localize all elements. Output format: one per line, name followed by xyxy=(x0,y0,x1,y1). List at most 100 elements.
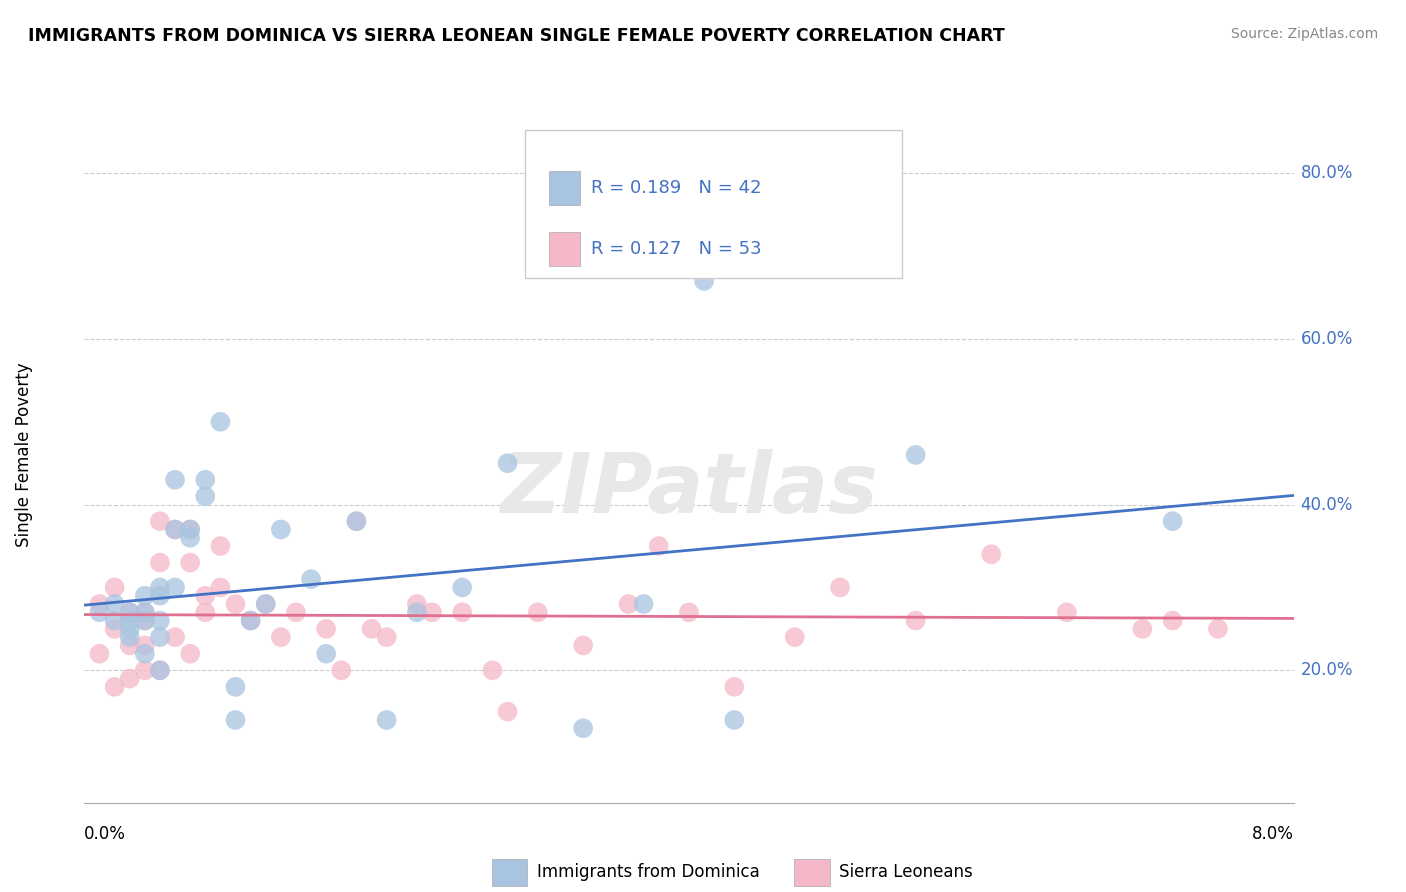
Point xyxy=(315,647,337,661)
Point xyxy=(194,473,217,487)
Point xyxy=(149,514,172,528)
Point xyxy=(723,713,745,727)
Point xyxy=(89,647,111,661)
Point xyxy=(134,589,156,603)
Point xyxy=(165,581,187,595)
Point xyxy=(420,605,443,619)
Text: Immigrants from Dominica: Immigrants from Dominica xyxy=(537,863,759,881)
Point xyxy=(118,622,141,636)
Point xyxy=(270,523,292,537)
Point xyxy=(1161,614,1184,628)
Point xyxy=(346,514,368,528)
Point xyxy=(179,531,201,545)
Point xyxy=(1056,605,1078,619)
Point xyxy=(209,539,232,553)
Point xyxy=(149,663,172,677)
Point xyxy=(118,630,141,644)
Point xyxy=(451,581,474,595)
Point xyxy=(134,605,156,619)
Point xyxy=(527,605,550,619)
Point xyxy=(904,448,927,462)
Point xyxy=(678,605,700,619)
Point xyxy=(1132,622,1154,636)
Text: R = 0.127   N = 53: R = 0.127 N = 53 xyxy=(591,240,762,258)
Point xyxy=(360,622,382,636)
Point xyxy=(179,523,201,537)
Point xyxy=(149,663,172,677)
Point xyxy=(375,630,398,644)
Point xyxy=(89,605,111,619)
Point xyxy=(134,614,156,628)
Point xyxy=(617,597,640,611)
Text: Source: ZipAtlas.com: Source: ZipAtlas.com xyxy=(1230,27,1378,41)
Point xyxy=(225,713,247,727)
Point xyxy=(225,680,247,694)
Point xyxy=(572,721,595,735)
Point xyxy=(89,597,111,611)
Point xyxy=(179,556,201,570)
Point xyxy=(209,581,232,595)
Text: R = 0.189   N = 42: R = 0.189 N = 42 xyxy=(591,178,761,197)
Point xyxy=(134,614,156,628)
Point xyxy=(239,614,262,628)
Text: IMMIGRANTS FROM DOMINICA VS SIERRA LEONEAN SINGLE FEMALE POVERTY CORRELATION CHA: IMMIGRANTS FROM DOMINICA VS SIERRA LEONE… xyxy=(28,27,1005,45)
Point xyxy=(239,614,262,628)
Point xyxy=(149,581,172,595)
Point xyxy=(104,622,127,636)
Point xyxy=(179,647,201,661)
Point xyxy=(118,614,141,628)
Point xyxy=(104,680,127,694)
Point xyxy=(225,597,247,611)
Point xyxy=(165,473,187,487)
Point xyxy=(270,630,292,644)
Point xyxy=(134,663,156,677)
Text: Sierra Leoneans: Sierra Leoneans xyxy=(839,863,973,881)
Point xyxy=(118,605,141,619)
Point xyxy=(1206,622,1229,636)
Text: 80.0%: 80.0% xyxy=(1301,164,1353,182)
Point xyxy=(194,489,217,503)
Point xyxy=(647,539,671,553)
Text: Single Female Poverty: Single Female Poverty xyxy=(15,363,32,547)
Point xyxy=(723,680,745,694)
Text: 60.0%: 60.0% xyxy=(1301,330,1353,348)
Point xyxy=(165,523,187,537)
Point xyxy=(330,663,353,677)
Point xyxy=(254,597,277,611)
Point xyxy=(693,274,716,288)
Point xyxy=(134,647,156,661)
Text: 8.0%: 8.0% xyxy=(1251,825,1294,843)
Point xyxy=(980,547,1002,561)
Point xyxy=(375,713,398,727)
Point xyxy=(118,605,141,619)
Text: 20.0%: 20.0% xyxy=(1301,661,1353,680)
Point xyxy=(104,597,127,611)
Point xyxy=(572,639,595,653)
Point xyxy=(406,597,429,611)
Point xyxy=(451,605,474,619)
Point xyxy=(284,605,308,619)
Text: 40.0%: 40.0% xyxy=(1301,496,1353,514)
Point xyxy=(1161,514,1184,528)
Point xyxy=(165,523,187,537)
Point xyxy=(346,514,368,528)
Text: 0.0%: 0.0% xyxy=(84,825,127,843)
Point xyxy=(406,605,429,619)
Point xyxy=(830,581,852,595)
Point xyxy=(633,597,655,611)
Point xyxy=(149,589,172,603)
Point xyxy=(481,663,503,677)
Point xyxy=(104,581,127,595)
Point xyxy=(496,456,519,470)
Point xyxy=(315,622,337,636)
Text: ZIPatlas: ZIPatlas xyxy=(501,450,877,530)
Point xyxy=(209,415,232,429)
Point xyxy=(165,630,187,644)
Point xyxy=(254,597,277,611)
Point xyxy=(496,705,519,719)
Point xyxy=(194,589,217,603)
Point xyxy=(104,614,127,628)
Point xyxy=(149,556,172,570)
Point xyxy=(118,672,141,686)
Point xyxy=(149,630,172,644)
